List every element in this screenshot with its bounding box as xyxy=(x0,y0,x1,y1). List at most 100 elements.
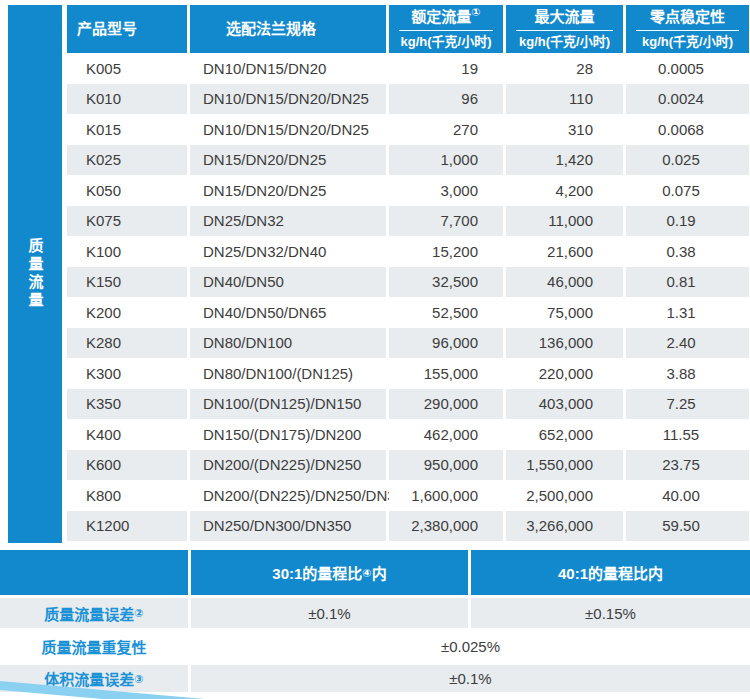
table-row: K200DN40/DN50/DN6552,50075,0001.31 xyxy=(67,297,750,328)
rated-flow-cell: 155,000 xyxy=(389,358,503,389)
rated-flow-cell: 96 xyxy=(389,84,503,115)
volume-flow-error-row: 体积流量误差③ ±0.1% xyxy=(0,665,750,692)
footnote-1-marker: ① xyxy=(471,6,480,18)
header-rated-flow-unit: kg/h(千克/小时) xyxy=(389,31,503,50)
max-flow-cell: 1,550,000 xyxy=(506,450,623,481)
max-flow-cell: 28 xyxy=(506,53,623,84)
zero-stability-cell: 0.19 xyxy=(626,206,749,237)
header-zero-stability-label: 零点稳定性 xyxy=(636,8,739,30)
repeatability-label: 质量流量重复性 xyxy=(41,636,146,657)
zero-stability-cell: 0.0024 xyxy=(626,84,749,115)
rated-flow-cell: 2,380,000 xyxy=(389,511,503,542)
zero-stability-cell: 40.00 xyxy=(626,480,749,511)
max-flow-cell: 220,000 xyxy=(506,358,623,389)
product-model-cell: K100 xyxy=(67,236,187,267)
max-flow-cell: 11,000 xyxy=(506,206,623,237)
rated-flow-cell: 15,200 xyxy=(389,236,503,267)
mass-flow-error-value-30: ±0.1% xyxy=(191,598,468,628)
flange-spec-cell: DN80/DN100 xyxy=(190,328,386,359)
mass-flow-error-row: 质量流量误差② ±0.1% ±0.15% xyxy=(0,598,750,628)
rated-flow-cell: 1,000 xyxy=(389,145,503,176)
product-model-cell: K400 xyxy=(67,419,187,450)
mass-flow-side-band: 质量流量 xyxy=(8,5,62,543)
table-row: K150DN40/DN5032,50046,0000.81 xyxy=(67,267,750,298)
header-flange-spec-label: 选配法兰规格 xyxy=(226,20,386,37)
header-flange-spec: 选配法兰规格 xyxy=(190,5,386,53)
zero-stability-cell: 0.0068 xyxy=(626,114,749,145)
max-flow-cell: 403,000 xyxy=(506,389,623,420)
product-model-cell: K600 xyxy=(67,450,187,481)
flange-spec-cell: DN25/DN32 xyxy=(190,206,386,237)
product-model-cell: K015 xyxy=(67,114,187,145)
product-model-cell: K800 xyxy=(67,480,187,511)
repeatability-label-cell: 质量流量重复性 xyxy=(0,631,188,661)
zero-stability-cell: 0.075 xyxy=(626,175,749,206)
header-product-model: 产品型号 xyxy=(67,5,187,53)
volume-flow-error-value: ±0.1% xyxy=(191,665,750,692)
volume-flow-error-label: 体积流量误差 xyxy=(44,668,134,689)
product-model-cell: K350 xyxy=(67,389,187,420)
flange-spec-cell: DN10/DN15/DN20 xyxy=(190,53,386,84)
zero-stability-cell: 0.81 xyxy=(626,267,749,298)
rated-flow-cell: 19 xyxy=(389,53,503,84)
zero-stability-cell: 0.0005 xyxy=(626,53,749,84)
spec-table: 产品型号 选配法兰规格 额定流量① kg/h(千克/小时) 最大流量 kg/h(… xyxy=(67,5,750,541)
header-zero-stability: 零点稳定性 kg/h(千克/小时) xyxy=(626,5,749,53)
table-row: K025DN15/DN20/DN251,0001,4200.025 xyxy=(67,145,750,176)
zero-stability-cell: 11.55 xyxy=(626,419,749,450)
max-flow-cell: 21,600 xyxy=(506,236,623,267)
accuracy-header-empty-cell xyxy=(0,550,188,595)
product-model-cell: K1200 xyxy=(67,511,187,542)
table-row: K600DN200/(DN225)/DN250950,0001,550,0002… xyxy=(67,450,750,481)
table-row: K350DN100/(DN125)/DN150290,000403,0007.2… xyxy=(67,389,750,420)
rated-flow-cell: 462,000 xyxy=(389,419,503,450)
zero-stability-cell: 23.75 xyxy=(626,450,749,481)
table-row: K005DN10/DN15/DN2019280.0005 xyxy=(67,53,750,84)
table-row: K015DN10/DN15/DN20/DN252703100.0068 xyxy=(67,114,750,145)
product-model-cell: K280 xyxy=(67,328,187,359)
zero-stability-cell: 0.025 xyxy=(626,145,749,176)
flange-spec-cell: DN25/DN32/DN40 xyxy=(190,236,386,267)
header-max-flow: 最大流量 kg/h(千克/小时) xyxy=(506,5,623,53)
zero-stability-cell: 3.88 xyxy=(626,358,749,389)
flange-spec-cell: DN15/DN20/DN25 xyxy=(190,175,386,206)
zero-stability-cell: 1.31 xyxy=(626,297,749,328)
max-flow-cell: 3,266,000 xyxy=(506,511,623,542)
repeatability-value: ±0.025% xyxy=(191,631,750,661)
header-product-model-label: 产品型号 xyxy=(77,20,187,37)
zero-stability-cell: 2.40 xyxy=(626,328,749,359)
flange-spec-cell: DN10/DN15/DN20/DN25 xyxy=(190,114,386,145)
flange-spec-cell: DN15/DN20/DN25 xyxy=(190,145,386,176)
turndown-30-suffix: 内 xyxy=(372,562,387,583)
header-max-flow-unit: kg/h(千克/小时) xyxy=(506,31,623,50)
table-row: K075DN25/DN327,70011,0000.19 xyxy=(67,206,750,237)
max-flow-cell: 110 xyxy=(506,84,623,115)
product-model-cell: K010 xyxy=(67,84,187,115)
mass-flow-error-label: 质量流量误差 xyxy=(44,603,134,624)
table-row: K300DN80/DN100/(DN125)155,000220,0003.88 xyxy=(67,358,750,389)
product-model-cell: K025 xyxy=(67,145,187,176)
accuracy-header-row: 30:1的量程比④内 40:1的量程比内 xyxy=(0,550,750,595)
zero-stability-cell: 0.38 xyxy=(626,236,749,267)
zero-stability-cell: 7.25 xyxy=(626,389,749,420)
header-max-flow-label: 最大流量 xyxy=(516,8,613,30)
turndown-30-label: 30:1的量程比 xyxy=(272,562,362,583)
table-row: K010DN10/DN15/DN20/DN25961100.0024 xyxy=(67,84,750,115)
flange-spec-cell: DN40/DN50/DN65 xyxy=(190,297,386,328)
product-model-cell: K200 xyxy=(67,297,187,328)
header-rated-flow: 额定流量① kg/h(千克/小时) xyxy=(389,5,503,53)
flange-spec-cell: DN100/(DN125)/DN150 xyxy=(190,389,386,420)
header-rated-flow-label: 额定流量 xyxy=(411,8,471,25)
repeatability-row: 质量流量重复性 ±0.025% xyxy=(0,631,750,661)
max-flow-cell: 1,420 xyxy=(506,145,623,176)
flange-spec-cell: DN80/DN100/(DN125) xyxy=(190,358,386,389)
table-row: K050DN15/DN20/DN253,0004,2000.075 xyxy=(67,175,750,206)
rated-flow-cell: 96,000 xyxy=(389,328,503,359)
header-rated-flow-title: 额定流量① xyxy=(399,8,493,30)
rated-flow-cell: 3,000 xyxy=(389,175,503,206)
rated-flow-cell: 32,500 xyxy=(389,267,503,298)
rated-flow-cell: 1,600,000 xyxy=(389,480,503,511)
zero-stability-cell: 59.50 xyxy=(626,511,749,542)
product-model-cell: K150 xyxy=(67,267,187,298)
flange-spec-cell: DN10/DN15/DN20/DN25 xyxy=(190,84,386,115)
